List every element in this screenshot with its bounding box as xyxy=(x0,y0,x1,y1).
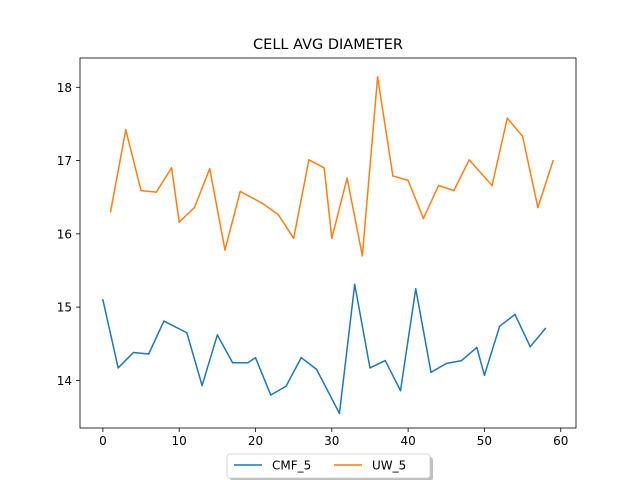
data-point xyxy=(422,217,425,220)
data-point xyxy=(323,167,325,169)
y-tick-label: 15 xyxy=(57,301,72,315)
data-point xyxy=(163,320,165,322)
data-point xyxy=(208,167,211,170)
legend-label: UW_5 xyxy=(372,459,406,473)
data-point xyxy=(445,362,448,365)
x-tick-label: 30 xyxy=(324,434,339,448)
data-point xyxy=(292,237,295,239)
x-tick-label: 10 xyxy=(172,434,187,448)
x-tick-label: 0 xyxy=(99,434,107,448)
data-point xyxy=(285,385,287,387)
data-point xyxy=(346,177,348,179)
data-point xyxy=(430,371,432,374)
data-point xyxy=(491,184,493,187)
x-tick-label: 40 xyxy=(400,434,415,448)
data-point xyxy=(514,313,516,316)
data-point xyxy=(140,189,142,192)
data-point xyxy=(476,346,478,349)
data-point xyxy=(109,211,112,213)
data-point xyxy=(315,368,318,371)
data-point xyxy=(483,374,486,376)
data-point xyxy=(437,184,440,187)
data-point xyxy=(147,353,150,355)
data-point xyxy=(498,325,501,327)
data-point xyxy=(193,206,196,209)
data-point xyxy=(392,175,394,177)
data-point xyxy=(415,288,417,290)
chart-title: CELL AVG DIAMETER xyxy=(253,37,403,53)
y-axis-ticks: 14 15 16 17 18 xyxy=(57,81,80,388)
data-point xyxy=(361,255,364,257)
plot-frame xyxy=(79,57,577,429)
data-point xyxy=(270,394,272,396)
data-point xyxy=(262,203,264,205)
data-point xyxy=(186,332,188,334)
x-tick-label: 60 xyxy=(553,434,568,448)
data-point xyxy=(239,190,241,193)
data-point xyxy=(308,159,310,161)
y-tick-label: 17 xyxy=(57,154,72,168)
x-axis-ticks: 0 10 20 30 40 50 60 xyxy=(99,428,568,448)
data-point xyxy=(407,179,409,182)
data-point xyxy=(506,117,509,119)
series-line-cmf-5 xyxy=(102,283,547,415)
data-point xyxy=(353,283,356,286)
y-tick-label: 18 xyxy=(57,81,72,95)
data-point xyxy=(231,362,234,364)
x-tick-label: 20 xyxy=(248,434,263,448)
legend: CMF_5 UW_5 xyxy=(226,453,433,480)
data-point xyxy=(376,76,379,78)
data-point xyxy=(453,189,455,192)
data-point xyxy=(537,206,539,209)
data-point xyxy=(155,191,158,193)
data-point xyxy=(331,237,333,239)
data-point xyxy=(300,356,303,359)
data-point xyxy=(369,367,371,369)
data-point xyxy=(338,412,341,415)
data-point xyxy=(468,159,470,161)
plot-lines xyxy=(102,76,554,415)
data-point xyxy=(216,334,219,336)
data-point xyxy=(544,327,547,330)
data-point xyxy=(117,367,119,369)
legend-box xyxy=(226,453,431,479)
data-point xyxy=(529,345,531,348)
data-point xyxy=(125,129,127,131)
data-point xyxy=(247,362,249,364)
y-tick-label: 16 xyxy=(57,227,72,241)
data-point xyxy=(460,359,463,362)
data-point xyxy=(552,159,554,162)
data-point xyxy=(254,356,257,359)
data-point xyxy=(170,167,173,169)
data-point xyxy=(178,221,180,223)
data-point xyxy=(384,359,386,362)
data-point xyxy=(102,299,104,301)
data-point xyxy=(399,389,402,392)
data-point xyxy=(201,384,203,387)
data-point xyxy=(277,214,280,216)
legend-label: CMF_5 xyxy=(272,459,311,473)
data-point xyxy=(224,249,226,251)
x-tick-label: 50 xyxy=(477,434,492,448)
data-point xyxy=(132,351,135,354)
y-tick-label: 14 xyxy=(57,374,72,388)
series-line-uw-5 xyxy=(109,76,554,257)
data-point xyxy=(521,135,524,138)
